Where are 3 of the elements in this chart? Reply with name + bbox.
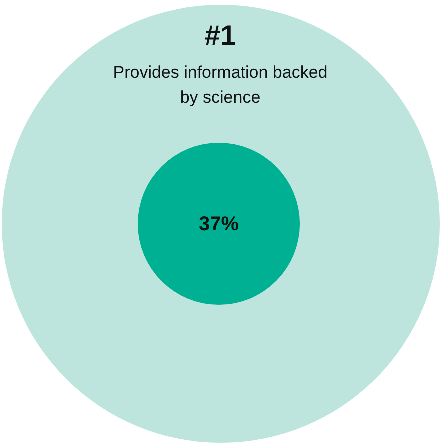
text: #1: [204, 20, 238, 52]
data-label: 37%: [198, 214, 240, 236]
text: Provides information backed by science: [112, 62, 329, 109]
